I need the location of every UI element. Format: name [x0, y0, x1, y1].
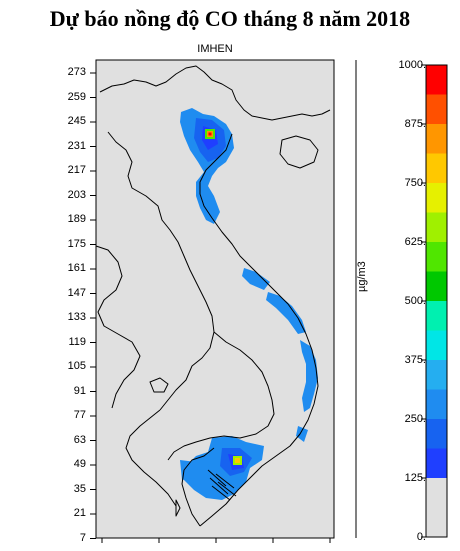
colorbar-bin	[426, 212, 447, 242]
gulf-of-thailand	[125, 409, 177, 507]
colorbar-bin	[426, 330, 447, 360]
y-tick-label: 203	[67, 188, 86, 201]
y-tick-label: 161	[67, 262, 86, 274]
y-tick-label: 133	[67, 311, 86, 323]
y-tick-label: 175	[67, 237, 86, 250]
colorbar-bin	[426, 419, 447, 449]
field-central-2	[266, 292, 306, 334]
colorbar-bin	[426, 360, 447, 390]
colorbar-bin	[426, 478, 447, 537]
colorbar-bin	[426, 94, 447, 124]
y-tick-label: 273	[67, 66, 86, 78]
field-south-west	[180, 460, 196, 480]
colorbar-tick-label: 750.	[404, 177, 426, 189]
hotspot-ha-noi	[208, 132, 212, 136]
colorbar-tick-label: 250.	[404, 413, 426, 425]
colorbar-bin	[426, 271, 447, 301]
colorbar-bin	[426, 242, 447, 272]
laos-border	[107, 131, 215, 411]
northern-border	[99, 65, 331, 121]
vietnam-coast	[199, 133, 319, 527]
colorbar-frame	[425, 64, 448, 538]
y-tick-label: 77	[73, 409, 86, 421]
colorbar-tick-label: 1000.	[398, 59, 426, 71]
y-axis	[90, 72, 96, 539]
y-tick-label: 189	[67, 213, 86, 225]
colorbar-bin	[426, 301, 447, 331]
colorbar	[421, 64, 447, 538]
hotspot-tp-ho-chi-minh	[235, 458, 240, 463]
x-axis	[101, 538, 331, 543]
boundaries	[95, 65, 331, 527]
y-tick-label: 49	[73, 458, 86, 470]
colorbar-bin	[426, 448, 447, 478]
colorbar-bin	[426, 65, 447, 95]
model-name: IMHEN	[197, 43, 233, 55]
y-tick-label: 91	[73, 384, 86, 397]
mekong-tip	[181, 447, 215, 527]
phu-quoc	[175, 499, 181, 517]
y-tick-label: 245	[67, 115, 86, 127]
colorbar-tick-label: 0.	[416, 531, 426, 543]
mekong-distributaries	[207, 469, 237, 501]
hotspots	[205, 129, 242, 465]
colorbar-tick-label: 125.	[404, 472, 426, 484]
y-tick-label: 217	[67, 164, 86, 176]
colorbar-tick-label: 375.	[404, 354, 426, 366]
field-central-1	[242, 268, 270, 290]
hainan	[279, 135, 319, 169]
cambodia-border	[167, 331, 275, 461]
colorbar-tick-label: 625.	[404, 236, 426, 248]
y-tick-label: 119	[68, 335, 86, 348]
map-title: Dự báo nồng độ CO tháng 8 năm 2018	[49, 6, 411, 31]
y-tick-label: 35	[73, 482, 86, 495]
colorbar-unit: µg/m3	[356, 261, 368, 292]
y-tick-label: 7	[79, 531, 86, 544]
colorbar-bin	[426, 183, 447, 213]
y-tick-label: 259	[67, 90, 86, 103]
colorbar-bin	[426, 153, 447, 183]
colorbar-bin	[426, 389, 447, 419]
y-tick-label: 105	[67, 360, 86, 372]
colorbar-tick-label: 875.	[404, 118, 426, 130]
y-tick-label: 63	[73, 433, 86, 446]
colorbar-tick-label: 500.	[404, 295, 426, 307]
tonle-sap	[149, 377, 169, 393]
thailand-border	[95, 245, 141, 409]
field-central-4	[296, 426, 308, 442]
y-tick-label: 147	[67, 286, 86, 299]
y-tick-label: 231	[67, 139, 86, 152]
y-tick-label: 21	[73, 507, 86, 519]
colorbar-bin	[426, 124, 447, 154]
